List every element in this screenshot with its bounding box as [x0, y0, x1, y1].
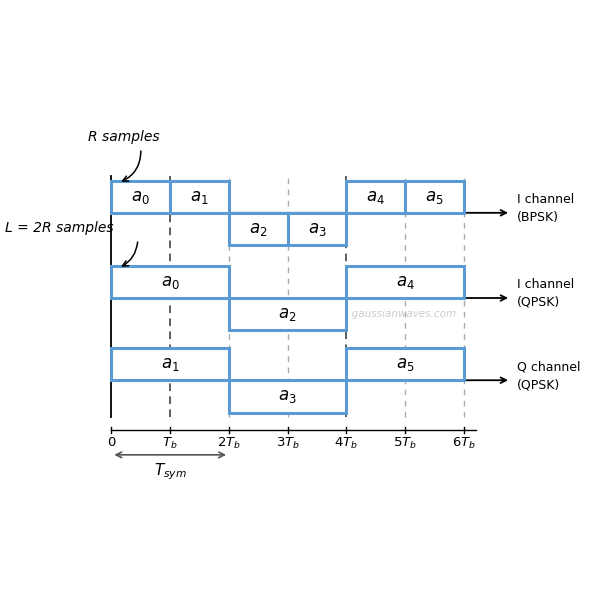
- Text: $2T_b$: $2T_b$: [217, 436, 241, 451]
- Text: $5T_b$: $5T_b$: [393, 436, 417, 451]
- Text: 0: 0: [107, 436, 115, 449]
- Bar: [346, 181, 405, 213]
- Text: I channel
(QPSK): I channel (QPSK): [517, 278, 574, 309]
- Text: $a_{2}$: $a_{2}$: [279, 305, 297, 323]
- Bar: [405, 181, 464, 213]
- Text: $a_{1}$: $a_{1}$: [161, 355, 180, 373]
- Bar: [111, 348, 229, 380]
- Bar: [346, 266, 464, 298]
- Bar: [229, 298, 346, 330]
- Bar: [229, 380, 346, 412]
- Text: Q channel
(QPSK): Q channel (QPSK): [517, 360, 580, 391]
- Text: $a_{5}$: $a_{5}$: [396, 355, 415, 373]
- Text: $6T_b$: $6T_b$: [452, 436, 476, 451]
- Text: $a_{5}$: $a_{5}$: [425, 188, 444, 206]
- Bar: [111, 181, 170, 213]
- Bar: [111, 266, 229, 298]
- Text: $a_{4}$: $a_{4}$: [366, 188, 385, 206]
- Text: I channel
(BPSK): I channel (BPSK): [517, 193, 574, 224]
- Text: $T_{sym}$: $T_{sym}$: [154, 462, 187, 483]
- Text: $a_{0}$: $a_{0}$: [131, 188, 150, 206]
- Bar: [287, 213, 346, 245]
- Text: L = 2R samples: L = 2R samples: [5, 221, 113, 235]
- Text: $3T_b$: $3T_b$: [276, 436, 300, 451]
- Bar: [346, 348, 464, 380]
- Text: $a_{0}$: $a_{0}$: [161, 273, 180, 291]
- Text: $a_{1}$: $a_{1}$: [190, 188, 209, 206]
- Bar: [229, 213, 287, 245]
- Text: $4T_b$: $4T_b$: [335, 436, 358, 451]
- Text: $a_{3}$: $a_{3}$: [279, 387, 297, 405]
- Text: $a_{3}$: $a_{3}$: [307, 220, 326, 238]
- Bar: [170, 181, 229, 213]
- Text: $T_b$: $T_b$: [163, 436, 178, 451]
- Text: © gaussianwaves.com: © gaussianwaves.com: [337, 309, 456, 319]
- Text: $a_{4}$: $a_{4}$: [396, 273, 415, 291]
- Text: $a_{2}$: $a_{2}$: [249, 220, 267, 238]
- Text: R samples: R samples: [88, 130, 160, 144]
